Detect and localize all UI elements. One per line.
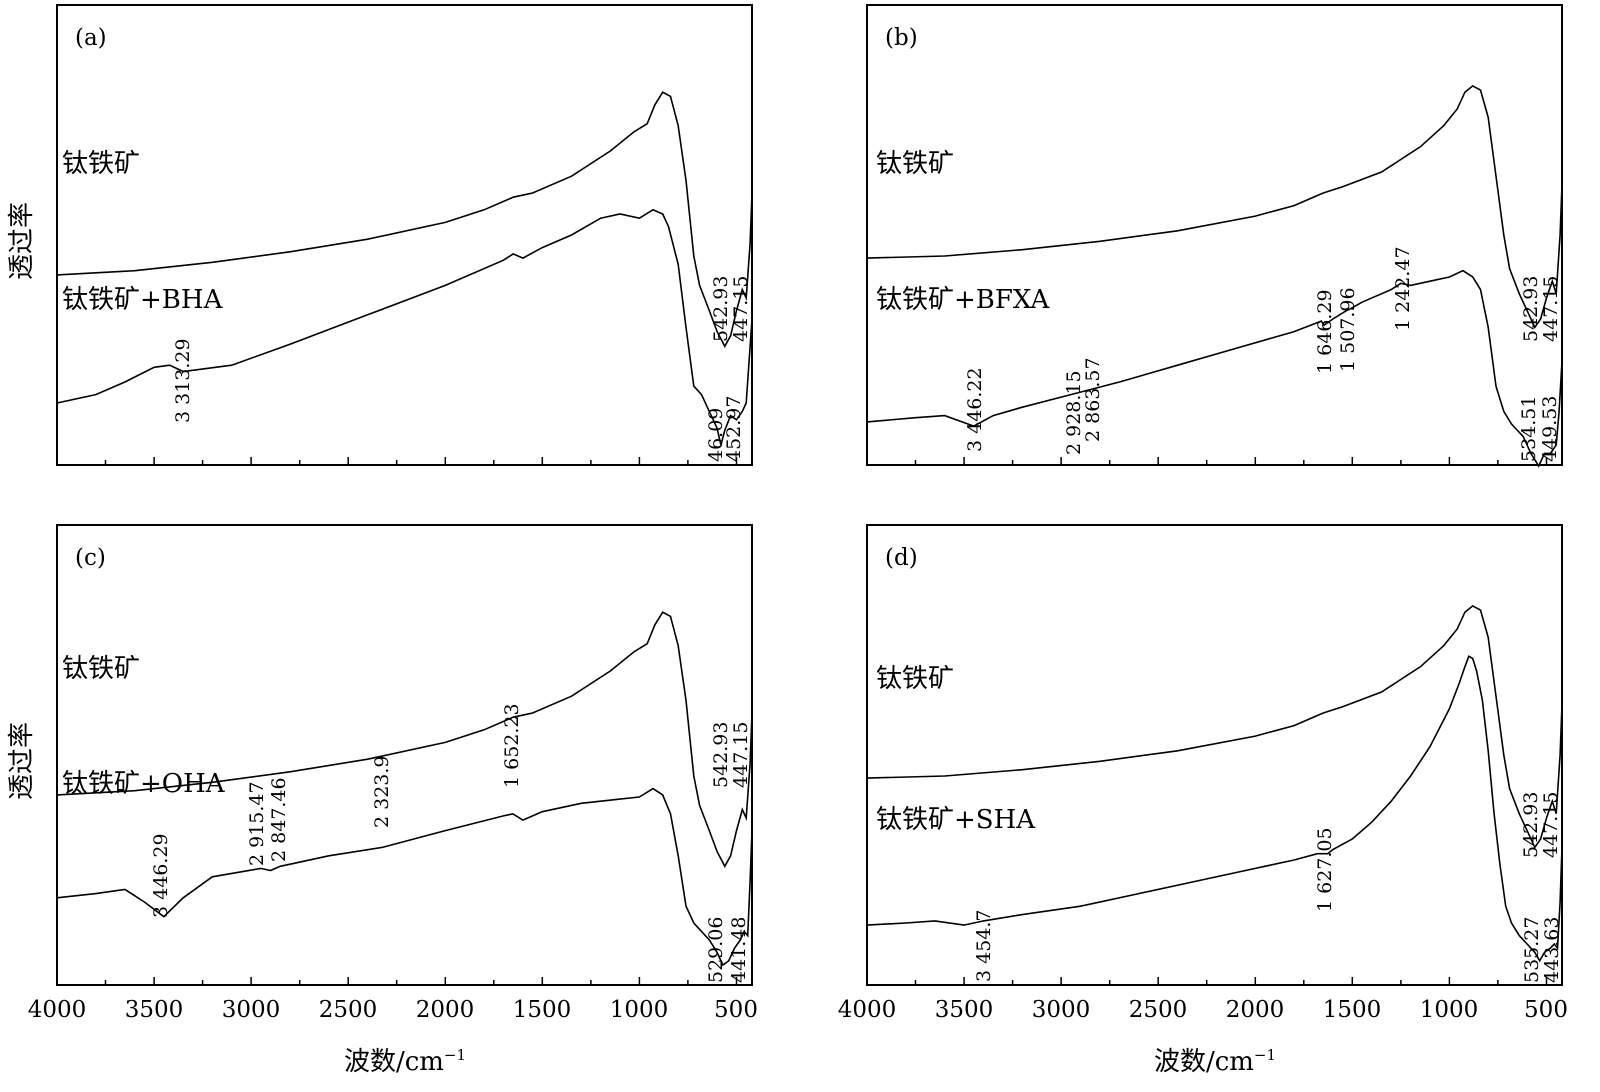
panel-b-label: (b) — [885, 25, 918, 51]
panel-b: (b) 钛铁矿 钛铁矿+BFXA 3 446.22 2 928.15 2 863… — [866, 4, 1563, 468]
panel-b-peak-534: 534.51 — [1518, 396, 1540, 462]
panel-c-ticklabel: 3500 — [125, 997, 184, 1023]
panel-b-peak-1242: 1 242.47 — [1392, 246, 1414, 331]
panel-c-peak-1652: 1 652.23 — [501, 703, 523, 788]
panel-c-ticklabel: 3000 — [222, 997, 281, 1023]
panel-a-series-bha-label: 钛铁矿+BHA — [62, 285, 224, 315]
panel-c-peak-542: 542.93 — [710, 722, 732, 788]
panel-c-series-oha-label: 钛铁矿+OHA — [62, 769, 226, 799]
panel-c-ticklabel: 4000 — [28, 997, 87, 1023]
panel-a-series-ilmenite-line — [56, 91, 753, 348]
panel-c-ticklabel: 1500 — [513, 997, 572, 1023]
panel-c-peak-2915: 2 915.47 — [246, 781, 268, 866]
panel-d-ticklabel: 4000 — [838, 997, 897, 1023]
panel-c-ticklabel: 2000 — [416, 997, 475, 1023]
panel-c-xlabel: 波数/cm−1 — [344, 1046, 466, 1077]
panel-a-peak-542: 542.93 — [710, 276, 732, 342]
panel-b-frame — [866, 4, 1563, 466]
panel-d-ticks — [866, 977, 1548, 985]
panel-b-ticks — [866, 457, 1548, 465]
panel-a-series-bha-line — [56, 208, 753, 446]
panel-c-peak-2323: 2 323.9 — [371, 755, 393, 828]
panel-c-label: (c) — [75, 545, 106, 571]
panel-d-ticklabel: 500 — [1524, 997, 1568, 1023]
panel-d-peak-447: 447.15 — [1540, 792, 1562, 858]
panel-d-peak-1627: 1 627.05 — [1314, 827, 1336, 912]
y-axis-label-top: 透过率 — [7, 202, 37, 280]
panel-c-ticklabel: 500 — [714, 997, 758, 1023]
panel-c-series-ilmenite-label: 钛铁矿 — [62, 654, 140, 684]
panel-d-peak-443: 443.63 — [1541, 917, 1563, 983]
panel-c-ticklabel: 2500 — [319, 997, 378, 1023]
panel-d: (d) 钛铁矿 钛铁矿+SHA 3 454.7 1 627.05 542.93 … — [838, 524, 1568, 1077]
panel-d-ticklabel: 3000 — [1032, 997, 1091, 1023]
panel-c-ticks — [56, 977, 738, 985]
panel-d-ticklabel: 2500 — [1129, 997, 1188, 1023]
panel-b-series-ilmenite-line — [866, 84, 1563, 330]
panel-c-peak-441: 441.48 — [728, 917, 750, 983]
panel-a: (a) 钛铁矿 钛铁矿+BHA 3 313.29 542.93 447.15 4… — [56, 4, 753, 466]
panel-a-frame — [56, 4, 753, 466]
panel-b-peak-2928: 2 928.15 — [1063, 370, 1085, 455]
panel-d-peak-3454: 3 454.7 — [973, 909, 995, 982]
panel-a-peak-452: 452.97 — [723, 396, 745, 462]
panel-d-peak-542: 542.93 — [1520, 792, 1542, 858]
panel-c-peak-2847: 2 847.46 — [268, 777, 290, 862]
panel-c-frame — [56, 524, 753, 986]
panel-b-series-bfxa-line — [866, 269, 1563, 468]
panel-b-peak-447: 447.15 — [1540, 276, 1562, 342]
panel-c-peak-3446: 3 446.29 — [150, 833, 172, 918]
panel-c-series-oha-line — [56, 787, 753, 967]
panel-b-peak-1646: 1 646.29 — [1314, 289, 1336, 374]
panel-c-ticklabel: 1000 — [610, 997, 669, 1023]
panel-d-label: (d) — [885, 545, 918, 571]
panel-d-frame — [866, 524, 1563, 986]
panel-a-peak-3313: 3 313.29 — [172, 338, 194, 423]
panel-a-peak-447: 447.15 — [730, 276, 752, 342]
panel-b-peak-542: 542.93 — [1520, 276, 1542, 342]
panel-b-peak-2863: 2 863.57 — [1082, 357, 1104, 442]
panel-d-xlabel: 波数/cm−1 — [1154, 1046, 1276, 1077]
panel-d-series-sha-label: 钛铁矿+SHA — [876, 805, 1036, 835]
y-axis-label-bottom: 透过率 — [7, 722, 37, 800]
panel-b-peak-449: 449.53 — [1539, 396, 1561, 462]
panel-a-ticks — [56, 457, 738, 465]
panel-d-ticklabel: 3500 — [935, 997, 994, 1023]
panel-c-series-ilmenite-line — [56, 611, 753, 868]
panel-d-ticklabel: 1000 — [1420, 997, 1479, 1023]
panel-d-ticklabel: 1500 — [1323, 997, 1382, 1023]
panel-b-peak-1507: 1 507.96 — [1337, 287, 1359, 372]
panel-c-peak-529: 529.06 — [705, 917, 727, 983]
panel-b-peak-3446: 3 446.22 — [964, 367, 986, 452]
panel-d-series-sha-line — [866, 655, 1563, 963]
panel-d-series-ilmenite-label: 钛铁矿 — [876, 664, 954, 694]
panel-c: (c) 钛铁矿 钛铁矿+OHA 3 446.29 2 915.47 2 847.… — [28, 524, 758, 1077]
panel-b-series-ilmenite-label: 钛铁矿 — [876, 149, 954, 179]
panel-d-series-ilmenite-line — [866, 604, 1563, 850]
panel-d-peak-535: 535.27 — [1521, 917, 1543, 983]
panel-c-peak-447: 447.15 — [730, 722, 752, 788]
panel-d-ticklabel: 2000 — [1226, 997, 1285, 1023]
panel-b-series-bfxa-label: 钛铁矿+BFXA — [876, 285, 1051, 315]
panel-a-series-ilmenite-label: 钛铁矿 — [62, 149, 140, 179]
panel-a-label: (a) — [75, 25, 107, 51]
panel-a-peak-46: 46.09 — [705, 408, 727, 462]
